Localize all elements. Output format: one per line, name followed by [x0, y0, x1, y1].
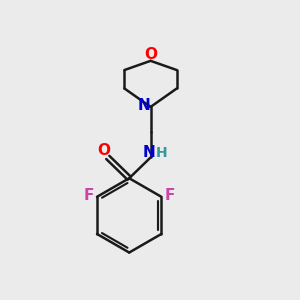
Text: N: N [143, 145, 155, 160]
Text: F: F [164, 188, 175, 203]
Text: F: F [83, 188, 94, 203]
Text: H: H [156, 146, 168, 160]
Text: O: O [98, 143, 111, 158]
Text: O: O [144, 47, 157, 62]
Text: N: N [138, 98, 150, 113]
